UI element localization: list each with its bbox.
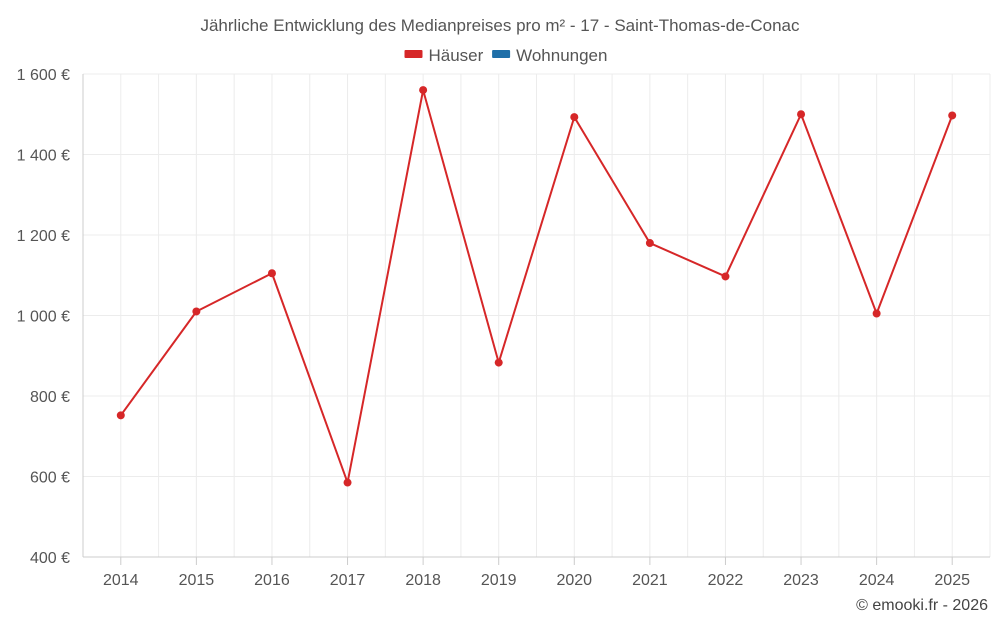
y-axis: 400 € 600 € 800 € 1 000 € 1 200 € 1 400 € 1 60… — [17, 67, 84, 567]
data-point[interactable] — [343, 478, 352, 487]
x-tick-label: 2015 — [179, 572, 215, 589]
data-point[interactable] — [570, 113, 579, 122]
x-tick-label: 2019 — [481, 572, 517, 589]
series-line-haeuser — [119, 89, 954, 484]
legend-label: Häuser — [429, 46, 484, 65]
legend-item[interactable]: Wohnungen — [492, 46, 607, 65]
chart-title: Jährliche Entwicklung des Medianpreises … — [200, 16, 800, 35]
legend-swatch — [492, 50, 511, 58]
x-axis: 2014 2015 2016 2017 2018 2019 2020 2021 2022 2023… — [83, 556, 990, 589]
series-layer — [116, 86, 957, 487]
data-point[interactable] — [797, 110, 806, 119]
legend: Häuser Wohnungen — [404, 46, 607, 65]
legend-label: Wohnungen — [516, 46, 607, 65]
y-tick-label: 600 € — [30, 470, 70, 487]
y-tick-label: 1 600 € — [17, 67, 70, 84]
credit-text: © emooki.fr - 2026 — [856, 597, 988, 614]
data-point[interactable] — [948, 111, 957, 120]
data-point[interactable] — [192, 307, 201, 316]
data-point[interactable] — [872, 309, 881, 318]
data-point[interactable] — [645, 239, 654, 248]
data-point[interactable] — [419, 86, 428, 95]
grid — [83, 73, 991, 557]
y-tick-label: 1 400 € — [17, 148, 70, 165]
legend-swatch — [404, 50, 423, 58]
y-tick-label: 400 € — [30, 550, 70, 567]
x-tick-label: 2014 — [103, 572, 139, 589]
data-point[interactable] — [721, 272, 730, 281]
data-point[interactable] — [267, 269, 276, 278]
y-tick-label: 800 € — [30, 389, 70, 406]
x-tick-label: 2022 — [708, 572, 744, 589]
x-tick-label: 2024 — [859, 572, 895, 589]
data-point[interactable] — [494, 358, 503, 367]
x-tick-label: 2016 — [254, 572, 290, 589]
x-tick-label: 2023 — [783, 572, 819, 589]
legend-item[interactable]: Häuser — [404, 46, 484, 65]
x-tick-label: 2017 — [330, 572, 366, 589]
x-tick-label: 2025 — [934, 572, 970, 589]
x-tick-label: 2018 — [405, 572, 441, 589]
data-point[interactable] — [116, 411, 125, 420]
y-tick-label: 1 000 € — [17, 309, 70, 326]
x-tick-label: 2020 — [556, 572, 592, 589]
x-tick-label: 2021 — [632, 572, 668, 589]
y-tick-label: 1 200 € — [17, 228, 70, 245]
